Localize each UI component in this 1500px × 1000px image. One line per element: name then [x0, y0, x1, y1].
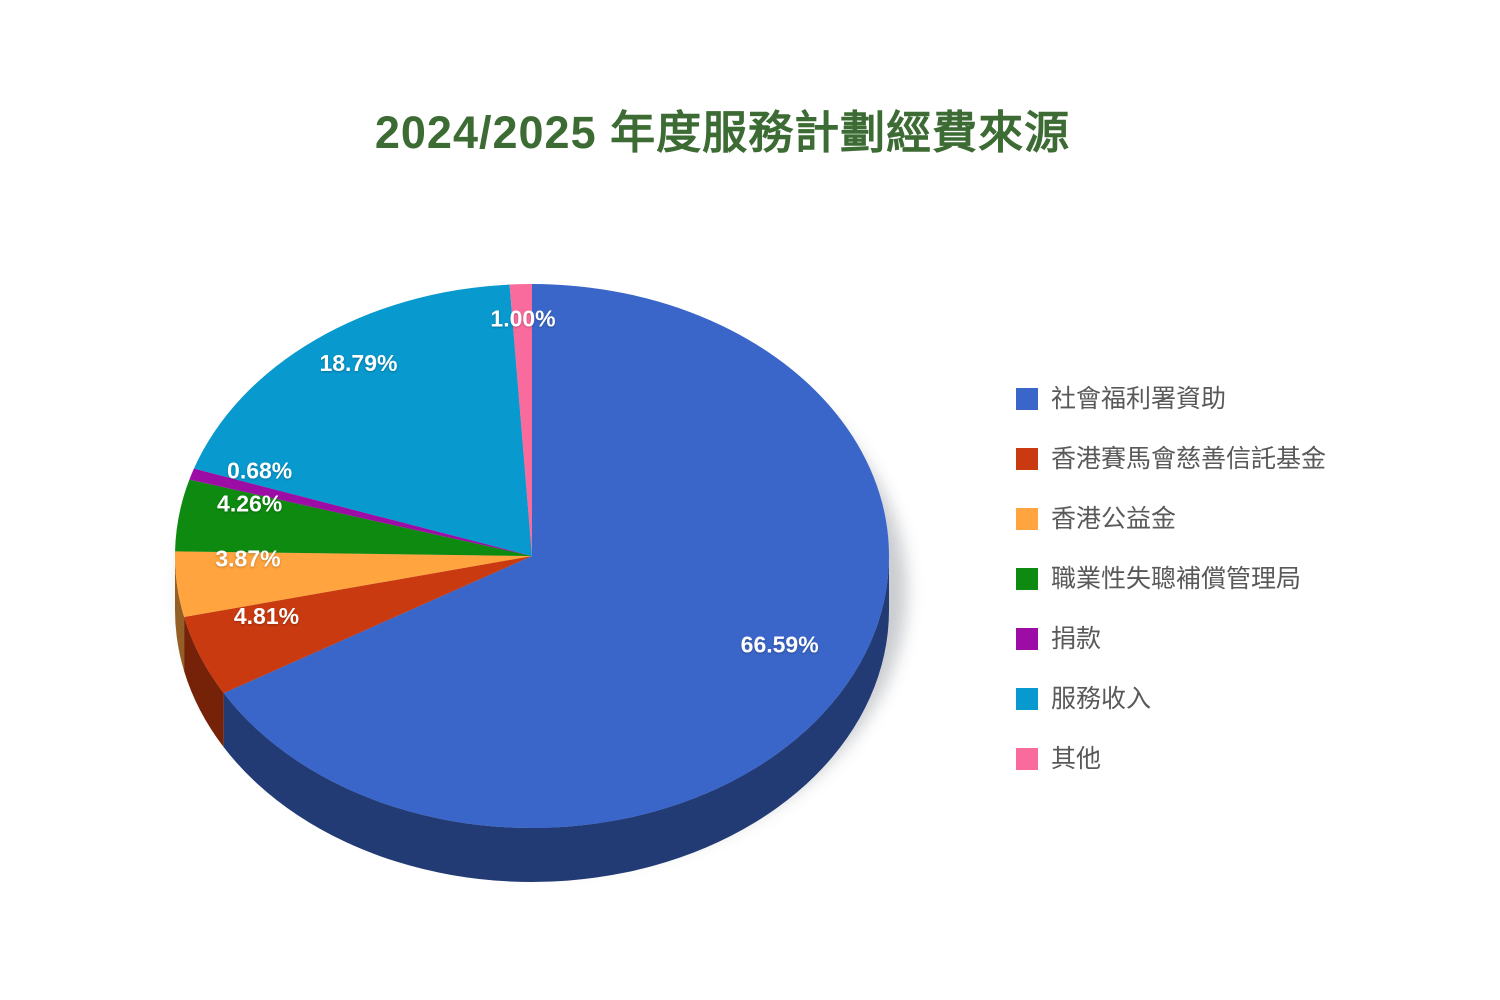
legend-item: 職業性失聰補償管理局	[1016, 566, 1326, 592]
legend-item-label: 香港公益金	[1051, 504, 1177, 533]
pie-slice-side	[223, 556, 890, 882]
pie-data-label: 66.59%	[741, 631, 819, 657]
legend-item-label: 香港賽馬會慈善信託基金	[1051, 444, 1327, 473]
legend-swatch	[1016, 568, 1038, 590]
pie-data-label: 18.79%	[319, 350, 397, 376]
legend-item-label: 捐款	[1051, 624, 1102, 653]
pie-slice	[184, 556, 532, 694]
legend-item: 社會福利署資助	[1016, 386, 1326, 412]
legend-swatch	[1016, 688, 1038, 710]
legend-swatch	[1016, 748, 1038, 770]
legend-swatch	[1016, 388, 1038, 410]
pie-slice	[189, 468, 532, 556]
legend-item-label: 服務收入	[1051, 684, 1152, 713]
pie-slice	[223, 284, 889, 829]
legend-item-label: 社會福利署資助	[1051, 384, 1227, 413]
pie-data-label: 4.81%	[234, 603, 299, 629]
legend-item-label: 職業性失聰補償管理局	[1051, 564, 1302, 593]
pie-data-label: 4.26%	[217, 490, 282, 516]
legend-swatch	[1016, 448, 1038, 470]
legend-swatch	[1016, 628, 1038, 650]
pie-data-label: 0.68%	[227, 457, 292, 483]
pie-data-label: 3.87%	[215, 546, 280, 572]
legend-item: 捐款	[1016, 626, 1326, 652]
legend-item: 服務收入	[1016, 686, 1326, 712]
pie-slice	[193, 284, 533, 556]
legend-item-label: 其他	[1051, 744, 1102, 773]
pie-slice	[175, 479, 532, 556]
legend-item: 其他	[1016, 746, 1326, 772]
legend: 社會福利署資助香港賽馬會慈善信託基金 香港公益金職業性失聰補償管理局 捐款服務收入其…	[1016, 386, 1326, 806]
chart-title: 2024/2025 年度服務計劃經費來源	[374, 107, 1071, 158]
pie-slice-side	[175, 556, 185, 672]
legend-swatch	[1016, 508, 1038, 530]
pie-slice	[509, 284, 532, 556]
legend-item: 香港賽馬會慈善信託基金	[1016, 446, 1326, 472]
legend-item: 香港公益金	[1016, 506, 1326, 532]
pie-slice	[175, 551, 532, 618]
pie-slice-side	[184, 617, 224, 748]
pie-data-label: 1.00%	[490, 306, 555, 332]
